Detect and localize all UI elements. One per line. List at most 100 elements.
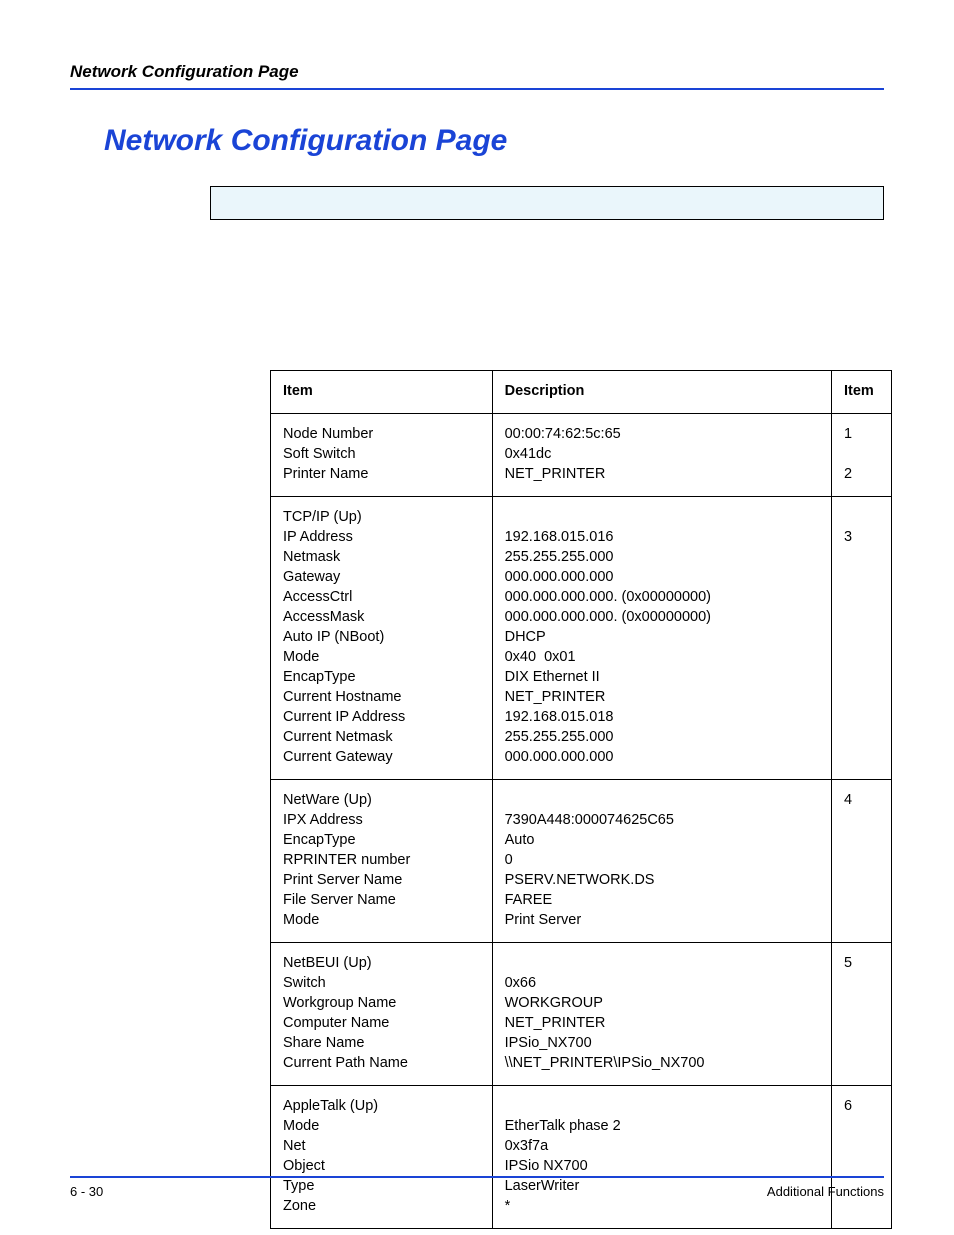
page: Network Configuration Page Network Confi…	[0, 0, 954, 1235]
col-header-ref: Item	[832, 371, 892, 414]
cell-item-line: File Server Name	[283, 890, 480, 910]
footer-section: Additional Functions	[767, 1184, 884, 1199]
cell-item-line: Mode	[283, 1116, 480, 1136]
cell-item: Node NumberSoft SwitchPrinter Name	[271, 414, 493, 497]
table-row: NetBEUI (Up)SwitchWorkgroup NameComputer…	[271, 943, 892, 1086]
cell-item-line: Printer Name	[283, 464, 480, 484]
cell-description-line: 255.255.255.000	[505, 547, 819, 567]
cell-description-line: IPSio_NX700	[505, 1033, 819, 1053]
cell-description-line: WORKGROUP	[505, 993, 819, 1013]
cell-description-line: Print Server	[505, 910, 819, 930]
cell-description-line: 00:00:74:62:5c:65	[505, 424, 819, 444]
cell-ref-line: 5	[844, 953, 879, 973]
cell-item-line: Net	[283, 1136, 480, 1156]
cell-description-line: 000.000.000.000. (0x00000000)	[505, 587, 819, 607]
cell-item-line: Object	[283, 1156, 480, 1176]
cell-ref-line	[844, 444, 879, 464]
cell-description: 0x66WORKGROUPNET_PRINTERIPSio_NX700\\NET…	[492, 943, 831, 1086]
cell-item-line: Node Number	[283, 424, 480, 444]
cell-description-line	[505, 507, 819, 527]
col-header-item: Item	[271, 371, 493, 414]
cell-ref-line: 6	[844, 1096, 879, 1116]
cell-description-line: PSERV.NETWORK.DS	[505, 870, 819, 890]
cell-item-line: Current Path Name	[283, 1053, 480, 1073]
cell-ref: 1 2	[832, 414, 892, 497]
cell-ref-line: 1	[844, 424, 879, 444]
cell-item: TCP/IP (Up)IP AddressNetmaskGatewayAcces…	[271, 497, 493, 780]
cell-item-line: EncapType	[283, 830, 480, 850]
table-row: AppleTalk (Up)ModeNetObjectTypeZone Ethe…	[271, 1086, 892, 1229]
cell-item-line: Current Netmask	[283, 727, 480, 747]
cell-item-line: Print Server Name	[283, 870, 480, 890]
cell-description-line: 255.255.255.000	[505, 727, 819, 747]
running-head: Network Configuration Page	[70, 62, 884, 90]
cell-description-line: 0x41dc	[505, 444, 819, 464]
cell-description-line: NET_PRINTER	[505, 1013, 819, 1033]
cell-description-line: DHCP	[505, 627, 819, 647]
cell-item-line: TCP/IP (Up)	[283, 507, 480, 527]
cell-item-line: AccessMask	[283, 607, 480, 627]
table-header-row: Item Description Item	[271, 371, 892, 414]
cell-item-line: AccessCtrl	[283, 587, 480, 607]
cell-description-line: 000.000.000.000. (0x00000000)	[505, 607, 819, 627]
cell-item-line: Gateway	[283, 567, 480, 587]
cell-item-line: EncapType	[283, 667, 480, 687]
cell-ref: 4	[832, 780, 892, 943]
cell-description-line: \\NET_PRINTER\IPSio_NX700	[505, 1053, 819, 1073]
cell-description-line	[505, 953, 819, 973]
table-row: TCP/IP (Up)IP AddressNetmaskGatewayAcces…	[271, 497, 892, 780]
cell-item-line: Mode	[283, 910, 480, 930]
cell-description-line: 0x3f7a	[505, 1136, 819, 1156]
cell-description-line: 0x40 0x01	[505, 647, 819, 667]
cell-ref-line: 2	[844, 464, 879, 484]
cell-description-line: DIX Ethernet II	[505, 667, 819, 687]
cell-item-line: IP Address	[283, 527, 480, 547]
cell-description-line: 000.000.000.000	[505, 747, 819, 767]
cell-item-line: Current IP Address	[283, 707, 480, 727]
config-table: Item Description Item Node NumberSoft Sw…	[270, 370, 892, 1229]
table-row: NetWare (Up)IPX AddressEncapTypeRPRINTER…	[271, 780, 892, 943]
col-header-description: Description	[492, 371, 831, 414]
cell-description-line: 7390A448:000074625C65	[505, 810, 819, 830]
cell-ref: 3	[832, 497, 892, 780]
cell-description: 192.168.015.016255.255.255.000000.000.00…	[492, 497, 831, 780]
callout-box	[210, 186, 884, 220]
cell-description-line	[505, 790, 819, 810]
cell-description-line: EtherTalk phase 2	[505, 1116, 819, 1136]
cell-description-line: FAREE	[505, 890, 819, 910]
cell-item-line: Current Hostname	[283, 687, 480, 707]
cell-description: EtherTalk phase 20x3f7aIPSio NX700LaserW…	[492, 1086, 831, 1229]
cell-ref: 6	[832, 1086, 892, 1229]
cell-description-line: 0x66	[505, 973, 819, 993]
cell-description-line: 192.168.015.018	[505, 707, 819, 727]
cell-item-line: NetWare (Up)	[283, 790, 480, 810]
cell-item-line: Auto IP (NBoot)	[283, 627, 480, 647]
cell-description-line: NET_PRINTER	[505, 687, 819, 707]
cell-item-line: Switch	[283, 973, 480, 993]
table-body: Node NumberSoft SwitchPrinter Name00:00:…	[271, 414, 892, 1229]
cell-item-line: Computer Name	[283, 1013, 480, 1033]
cell-ref-line: 4	[844, 790, 879, 810]
cell-item: NetBEUI (Up)SwitchWorkgroup NameComputer…	[271, 943, 493, 1086]
page-title: Network Configuration Page	[104, 124, 884, 158]
cell-ref-line	[844, 507, 879, 527]
cell-ref: 5	[832, 943, 892, 1086]
cell-item-line: RPRINTER number	[283, 850, 480, 870]
cell-item-line: Share Name	[283, 1033, 480, 1053]
cell-item-line: Soft Switch	[283, 444, 480, 464]
cell-ref-line: 3	[844, 527, 879, 547]
cell-description-line: NET_PRINTER	[505, 464, 819, 484]
cell-description-line: 000.000.000.000	[505, 567, 819, 587]
cell-item-line: Workgroup Name	[283, 993, 480, 1013]
config-table-wrap: Item Description Item Node NumberSoft Sw…	[270, 370, 884, 1229]
cell-item-line: IPX Address	[283, 810, 480, 830]
cell-item: AppleTalk (Up)ModeNetObjectTypeZone	[271, 1086, 493, 1229]
cell-description: 7390A448:000074625C65Auto0PSERV.NETWORK.…	[492, 780, 831, 943]
cell-item-line: Current Gateway	[283, 747, 480, 767]
cell-description-line: 0	[505, 850, 819, 870]
footer-page-number: 6 - 30	[70, 1184, 103, 1199]
cell-description-line: 192.168.015.016	[505, 527, 819, 547]
cell-description: 00:00:74:62:5c:650x41dcNET_PRINTER	[492, 414, 831, 497]
cell-description-line: Auto	[505, 830, 819, 850]
cell-item-line: NetBEUI (Up)	[283, 953, 480, 973]
